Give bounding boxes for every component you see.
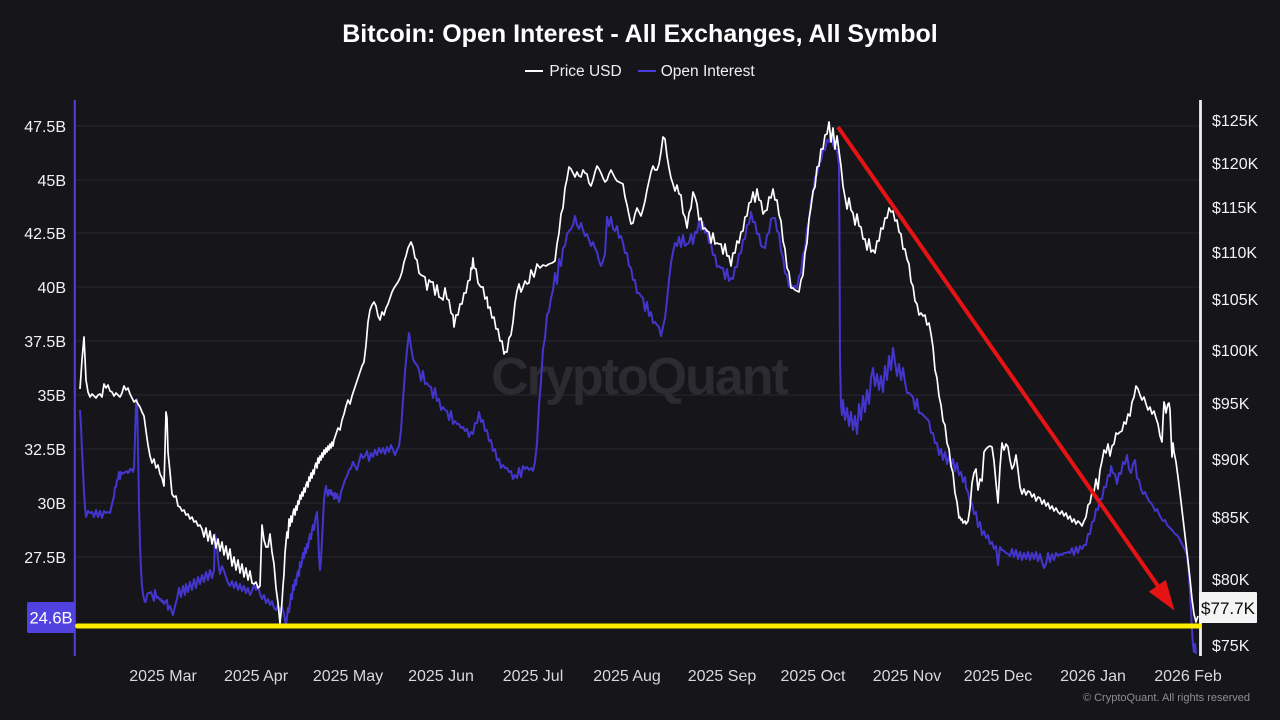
svg-text:$100K: $100K xyxy=(1212,343,1259,360)
svg-text:2025 Dec: 2025 Dec xyxy=(964,668,1033,685)
svg-text:$115K: $115K xyxy=(1212,200,1257,217)
svg-text:$80K: $80K xyxy=(1212,572,1250,589)
svg-text:$95K: $95K xyxy=(1212,396,1250,413)
svg-text:2025 Sep: 2025 Sep xyxy=(688,668,757,685)
svg-text:35B: 35B xyxy=(38,388,66,405)
svg-text:32.5B: 32.5B xyxy=(24,442,66,459)
svg-text:$120K: $120K xyxy=(1212,156,1259,173)
svg-text:27.5B: 27.5B xyxy=(24,550,66,567)
svg-text:$75K: $75K xyxy=(1212,638,1250,655)
svg-text:$85K: $85K xyxy=(1212,510,1250,527)
svg-text:2025 Jul: 2025 Jul xyxy=(503,668,564,685)
svg-text:40B: 40B xyxy=(38,280,66,297)
svg-text:$77.7K: $77.7K xyxy=(1201,599,1256,618)
svg-text:2026 Feb: 2026 Feb xyxy=(1154,668,1222,685)
svg-text:37.5B: 37.5B xyxy=(24,334,66,351)
svg-text:$90K: $90K xyxy=(1212,452,1250,469)
svg-text:2025 Mar: 2025 Mar xyxy=(129,668,197,685)
svg-text:CryptoQuant: CryptoQuant xyxy=(491,348,788,406)
svg-text:2025 Oct: 2025 Oct xyxy=(781,668,846,685)
svg-text:2025 Apr: 2025 Apr xyxy=(224,668,289,685)
svg-text:2025 Aug: 2025 Aug xyxy=(593,668,661,685)
svg-text:24.6B: 24.6B xyxy=(29,610,72,628)
svg-text:30B: 30B xyxy=(38,496,66,513)
svg-text:$105K: $105K xyxy=(1212,292,1259,309)
svg-text:45B: 45B xyxy=(38,173,66,190)
svg-text:2025 Jun: 2025 Jun xyxy=(408,668,474,685)
svg-text:42.5B: 42.5B xyxy=(24,226,66,243)
svg-text:$125K: $125K xyxy=(1212,113,1259,130)
svg-text:$110K: $110K xyxy=(1212,245,1257,262)
svg-text:2026 Jan: 2026 Jan xyxy=(1060,668,1126,685)
svg-text:2025 May: 2025 May xyxy=(313,668,383,685)
svg-text:2025 Nov: 2025 Nov xyxy=(873,668,942,685)
svg-text:47.5B: 47.5B xyxy=(24,119,66,136)
